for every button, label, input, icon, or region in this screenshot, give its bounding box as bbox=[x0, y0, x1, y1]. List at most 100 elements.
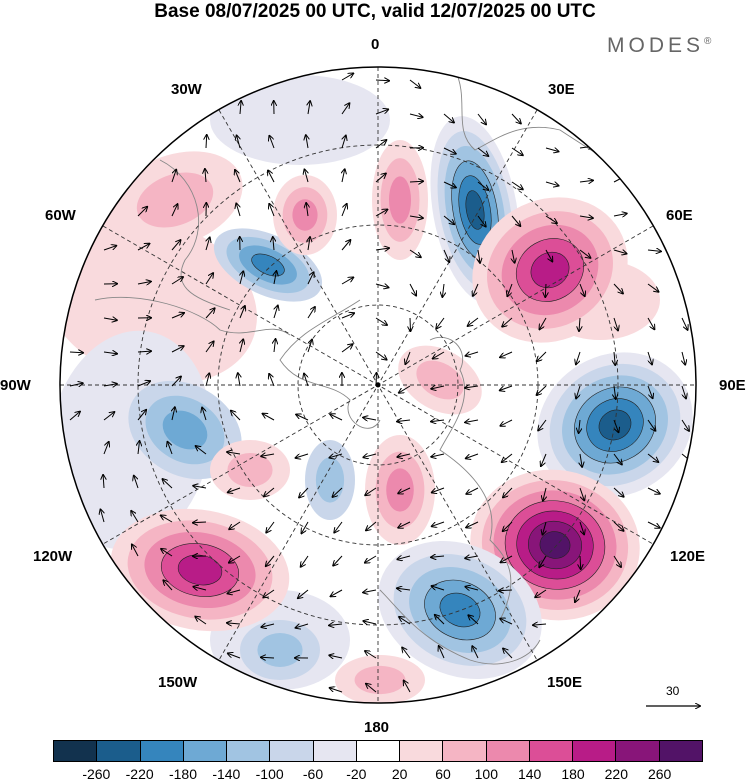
wind-vector bbox=[500, 351, 513, 357]
wind-vector bbox=[365, 487, 377, 495]
wind-vector bbox=[161, 549, 173, 557]
wind-vector bbox=[137, 282, 151, 285]
colorbar-tick-label: 20 bbox=[391, 766, 408, 782]
map-border bbox=[59, 66, 697, 704]
wind-vector bbox=[543, 487, 546, 501]
wind-vector bbox=[613, 453, 622, 464]
wind-vector bbox=[579, 521, 584, 534]
wind-vector bbox=[500, 619, 513, 625]
brand-logo: MODES® bbox=[607, 34, 712, 57]
wind-vector bbox=[537, 351, 547, 361]
wind-vector bbox=[171, 277, 183, 285]
wind-vector bbox=[305, 170, 309, 183]
wind-vector bbox=[329, 624, 343, 625]
wind-vector bbox=[342, 136, 346, 149]
anomaly-weak-high-d bbox=[365, 435, 435, 545]
wind-vector bbox=[375, 351, 387, 360]
wind-vector bbox=[341, 73, 353, 81]
wind-vector bbox=[261, 624, 275, 627]
wind-vector bbox=[435, 615, 445, 625]
wind-vector bbox=[443, 147, 456, 154]
wind-vector bbox=[238, 373, 240, 387]
wind-vector bbox=[614, 351, 615, 365]
wind-vector bbox=[263, 589, 275, 597]
wind-vector bbox=[465, 587, 479, 590]
wind-vector bbox=[306, 135, 308, 149]
wind-vector bbox=[171, 346, 184, 353]
wind-vector bbox=[432, 521, 445, 526]
wind-vector bbox=[576, 351, 581, 364]
wind-vector bbox=[261, 454, 275, 456]
wind-vector bbox=[302, 521, 309, 533]
wind-vector bbox=[409, 114, 423, 117]
colorbar-tick-label: 220 bbox=[604, 766, 629, 782]
lon-label-60w: 60W bbox=[45, 207, 76, 224]
wind-vector bbox=[296, 624, 309, 628]
wind-vector bbox=[137, 351, 151, 352]
wind-vector bbox=[579, 180, 593, 182]
wind-vector bbox=[472, 646, 479, 659]
wind-vector bbox=[533, 624, 547, 625]
colorbar-swatch bbox=[486, 741, 530, 761]
wind-vector bbox=[499, 590, 513, 591]
wind-vector bbox=[240, 339, 243, 353]
colorbar-swatch bbox=[270, 741, 314, 761]
wind-vector bbox=[410, 317, 411, 331]
wind-vector bbox=[468, 317, 479, 326]
wind-vector bbox=[363, 418, 377, 421]
wind-vector bbox=[681, 385, 686, 398]
colorbar-swatch bbox=[183, 741, 228, 761]
wind-vector bbox=[545, 148, 559, 152]
wind-vector bbox=[375, 248, 389, 250]
anomaly-central-asia-low bbox=[537, 352, 693, 498]
wind-vector bbox=[137, 381, 150, 387]
lon-label-90w: 90W bbox=[0, 377, 31, 394]
wind-vector bbox=[647, 419, 655, 431]
wind-vector bbox=[375, 317, 387, 325]
wind-vector bbox=[228, 590, 241, 594]
wind-vector bbox=[613, 487, 624, 497]
wind-vector bbox=[409, 249, 421, 257]
colorbar-swatch bbox=[97, 741, 141, 761]
wind-vector bbox=[511, 215, 520, 226]
wind-vector bbox=[545, 249, 552, 261]
wind-vector bbox=[171, 313, 184, 319]
wind-vector bbox=[330, 454, 343, 458]
wind-vector bbox=[443, 113, 454, 123]
wind-vector bbox=[537, 385, 547, 395]
lon-label-180: 180 bbox=[364, 719, 390, 736]
wind-vector bbox=[397, 556, 411, 559]
wind-vector bbox=[274, 339, 276, 353]
wind-vector bbox=[227, 623, 241, 624]
wind-vector bbox=[171, 170, 176, 183]
wind-vector bbox=[545, 283, 546, 297]
wind-vector bbox=[613, 555, 621, 567]
wind-vectors bbox=[69, 73, 692, 693]
wind-vector bbox=[576, 385, 581, 398]
wind-vector bbox=[397, 454, 411, 457]
wind-vector bbox=[398, 487, 411, 493]
wind-vector bbox=[131, 511, 139, 523]
reference-vector-label: 30 bbox=[666, 684, 680, 698]
wind-vector bbox=[101, 510, 105, 523]
wind-vector bbox=[473, 283, 479, 296]
colorbar-tick-label: 260 bbox=[647, 766, 672, 782]
wind-vector bbox=[103, 475, 104, 489]
anomaly-northeast-pacific-high bbox=[110, 508, 290, 632]
wind-vector bbox=[409, 79, 420, 88]
colorbar-tick-label: -60 bbox=[302, 766, 324, 782]
wind-vector bbox=[579, 419, 580, 433]
wind-vector bbox=[399, 617, 411, 625]
wind-vector bbox=[647, 521, 660, 528]
anomaly-greenland-low bbox=[213, 228, 323, 302]
wind-vector bbox=[341, 103, 349, 115]
wind-vector bbox=[613, 250, 627, 254]
wind-vector bbox=[103, 352, 117, 354]
wind-vector bbox=[228, 653, 241, 659]
north-pole-marker bbox=[375, 382, 381, 388]
wind-vector bbox=[333, 555, 343, 566]
wind-vector bbox=[477, 181, 488, 190]
wind-vector bbox=[613, 521, 624, 531]
wind-vector bbox=[132, 545, 139, 557]
wind-vector bbox=[196, 446, 207, 455]
